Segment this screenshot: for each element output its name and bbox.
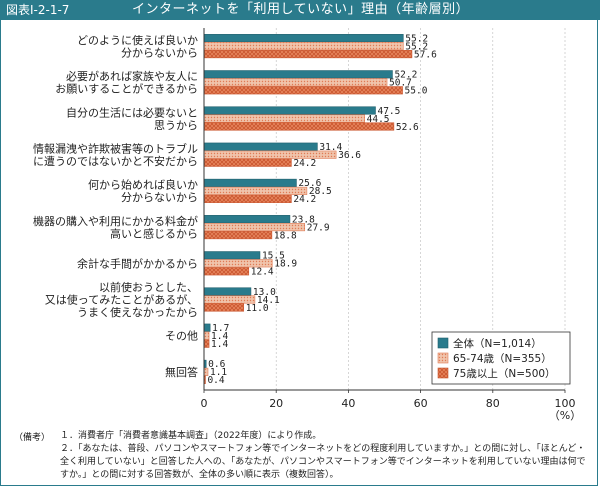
value-label: 1.4 xyxy=(211,331,228,342)
value-label: 52.6 xyxy=(396,122,419,133)
bar xyxy=(203,231,273,240)
category-label: 以前使おうとした、 xyxy=(99,280,198,294)
bar xyxy=(203,158,292,167)
value-label: 57.6 xyxy=(414,49,437,60)
bar-chart: 55.255.257.652.250.755.047.544.552.631.4… xyxy=(33,28,581,422)
bar xyxy=(203,251,261,260)
value-label: 55.2 xyxy=(405,41,428,52)
value-label: 18.8 xyxy=(274,230,297,241)
value-label: 50.7 xyxy=(389,78,412,89)
legend-box xyxy=(431,331,571,385)
bar xyxy=(203,78,388,87)
value-label: 55.0 xyxy=(405,86,428,97)
x-tick-label: 100 xyxy=(555,397,576,410)
category-label: 又は使ってみたことがあるが、 xyxy=(45,293,198,307)
category-label: 分からないから xyxy=(121,46,198,59)
legend-label: 65-74歳（N=355） xyxy=(453,353,552,365)
bar xyxy=(203,50,413,59)
value-label: 25.6 xyxy=(298,178,321,189)
value-label: 0.6 xyxy=(208,359,225,370)
bar xyxy=(203,142,318,151)
value-label: 1.4 xyxy=(211,339,228,350)
value-label: 1.1 xyxy=(210,367,227,378)
bar xyxy=(203,339,210,348)
value-label: 44.5 xyxy=(367,114,390,125)
x-tick-label: 20 xyxy=(269,397,283,410)
value-label: 15.5 xyxy=(262,251,285,262)
bar xyxy=(203,186,308,195)
bar xyxy=(203,70,393,79)
value-label: 24.2 xyxy=(293,158,316,169)
value-label: 11.0 xyxy=(246,303,269,314)
x-unit-label: （%） xyxy=(549,409,581,422)
category-label: 無回答 xyxy=(165,365,198,379)
bar xyxy=(203,122,395,131)
category-label: 高いと感じるから xyxy=(110,226,198,240)
bar xyxy=(203,194,292,203)
category-label: 分からないから xyxy=(121,191,198,204)
bar xyxy=(203,34,404,43)
category-label: 情報漏洩や詐欺被害等のトラブル xyxy=(33,141,198,155)
category-label: 思うから xyxy=(154,119,198,132)
category-label: 機器の購入や利用にかかる料金が xyxy=(33,214,198,228)
category-label: に遭うのではないかと不安だから xyxy=(33,154,198,168)
bar xyxy=(203,331,210,340)
bar xyxy=(203,106,376,115)
bar xyxy=(203,303,245,312)
bar xyxy=(203,178,297,187)
x-tick-label: 0 xyxy=(201,397,208,410)
value-label: 55.2 xyxy=(405,33,428,44)
value-label: 24.2 xyxy=(293,194,316,205)
category-label: どのように使えば良いか xyxy=(77,33,198,47)
header-bar xyxy=(0,0,600,20)
value-label: 31.4 xyxy=(319,142,342,153)
bar xyxy=(203,114,365,123)
legend-swatch xyxy=(437,352,449,364)
value-label: 0.4 xyxy=(207,375,224,386)
value-label: 28.5 xyxy=(309,186,332,197)
bar xyxy=(203,42,404,51)
bar xyxy=(203,323,211,332)
bar xyxy=(203,150,337,159)
value-label: 12.4 xyxy=(251,267,274,278)
bar xyxy=(203,215,291,224)
value-label: 36.6 xyxy=(338,150,361,161)
notes-prefix: （備考） xyxy=(14,433,51,443)
x-tick-label: 40 xyxy=(341,397,355,410)
category-label: 余計な手間がかかるから xyxy=(77,256,198,270)
chart-title: インターネットを「利用していない」理由（年齢層別） xyxy=(132,2,470,17)
legend-label: 75歳以上（N=500） xyxy=(453,368,556,380)
category-label: お願いすることができるから xyxy=(55,82,198,96)
value-label: 52.2 xyxy=(394,70,417,81)
legend-swatch xyxy=(437,367,449,379)
bar xyxy=(203,86,403,95)
value-label: 18.9 xyxy=(274,259,297,270)
category-label: 必要があれば家族や友人に xyxy=(66,69,198,83)
value-label: 13.0 xyxy=(253,287,276,298)
category-label: 自分の生活には必要ないと xyxy=(66,105,198,119)
legend-label: 全体（N=1,014） xyxy=(453,337,542,350)
value-label: 47.5 xyxy=(377,106,400,117)
note-1: １．消費者庁「消費者意識基本調査」（2022年度）により作成。 xyxy=(60,431,322,441)
category-label: 何から始めれば良いか xyxy=(88,178,198,192)
value-label: 14.1 xyxy=(257,295,280,306)
value-label: 23.8 xyxy=(292,214,315,225)
legend-swatch xyxy=(437,337,449,349)
category-label: うまく使えなかったから xyxy=(77,306,198,319)
value-label: 1.7 xyxy=(212,323,229,334)
x-tick-label: 60 xyxy=(414,397,428,410)
category-label: その他 xyxy=(165,330,198,343)
bar xyxy=(203,267,250,276)
bar xyxy=(203,287,252,296)
value-label: 27.9 xyxy=(307,222,330,233)
figure-label: 図表Ⅰ-2-1-7 xyxy=(0,0,120,20)
note-2: ２．「あなたは、普段、パソコンやスマートフォン等でインターネットをどの程度利用し… xyxy=(60,444,586,480)
x-tick-label: 80 xyxy=(486,397,500,410)
